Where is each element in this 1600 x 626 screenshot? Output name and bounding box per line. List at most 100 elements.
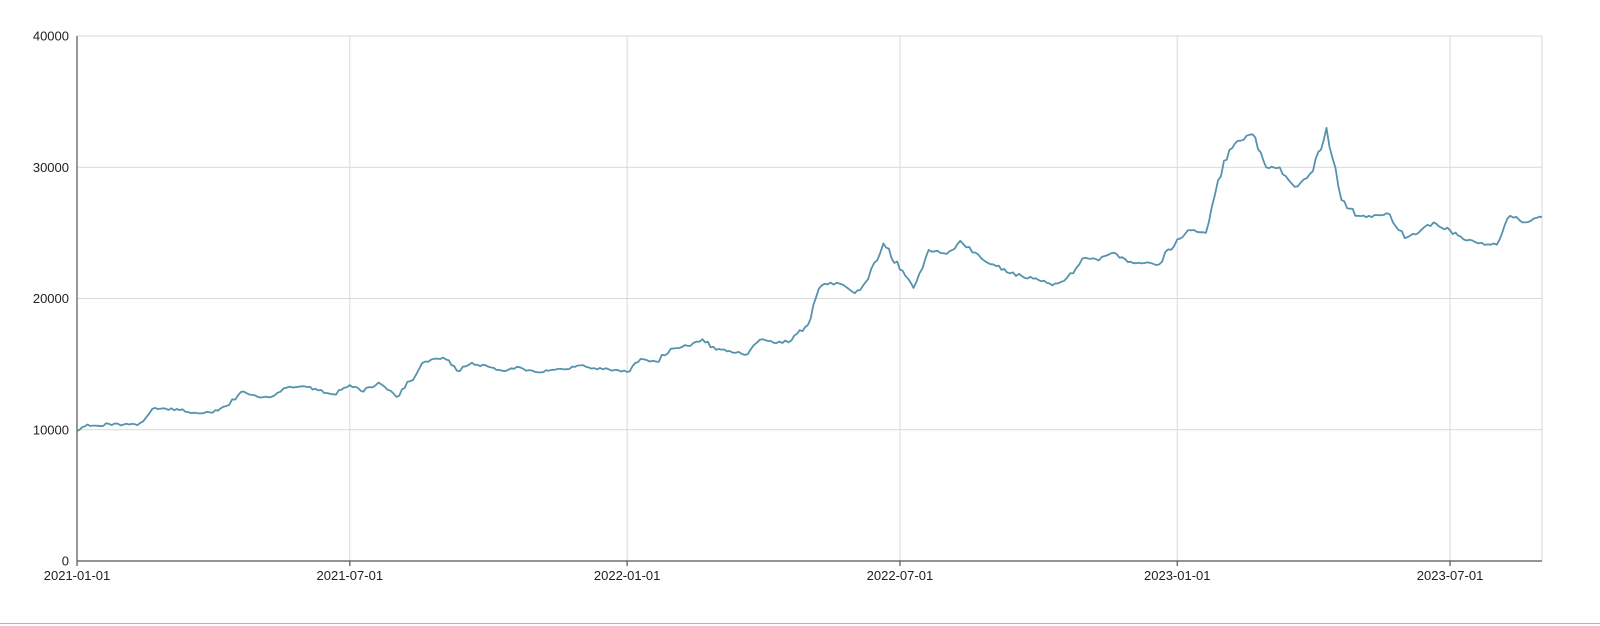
data-point [534,371,536,373]
data-point [1341,199,1343,201]
data-point [1525,222,1527,224]
data-point [1418,232,1420,234]
data-point [702,338,704,340]
data-point [640,358,642,360]
data-point [1237,140,1239,142]
data-point [1177,239,1179,241]
axes [76,36,1542,566]
data-point [1113,252,1115,254]
data-point [488,366,490,368]
data-point [1038,279,1040,281]
data-point [1085,257,1087,259]
grid-lines [77,35,1543,561]
x-tick-label: 2021-01-01 [44,568,111,583]
data-point [286,387,288,389]
tick-labels: 0 10000 20000 30000 40000 2021-01-01 2021-07-0… [33,29,1483,584]
data-point [1130,261,1132,263]
data-point [673,348,675,350]
data-point [715,349,717,351]
data-point [1371,216,1373,218]
data-point [899,269,901,271]
data-point [332,394,334,396]
data-point [87,424,89,426]
data-point [409,380,411,382]
x-tick-label: 2023-07-01 [1417,568,1484,583]
data-point [76,430,78,432]
data-point [271,396,273,398]
data-point [1386,212,1388,214]
data-point [194,412,196,414]
data-point [257,396,259,398]
data-point [97,425,99,427]
data-point [1496,244,1498,246]
data-point [1190,230,1192,232]
data-point [687,345,689,347]
data-point [241,391,243,393]
data-point [762,338,764,340]
data-point [443,357,445,359]
data-point [821,285,823,287]
data-point [807,324,809,326]
data-point [304,386,306,388]
data-point [456,370,458,372]
data-point [1449,230,1451,232]
data-point [729,350,731,352]
series-layer [76,127,1543,432]
data-point [378,382,380,384]
data-point [516,366,518,368]
data-point [744,354,746,356]
data-point [655,361,657,363]
data-point [1404,237,1406,239]
data-point [1252,134,1254,136]
data-point [791,340,793,342]
y-tick-label: 10000 [33,422,69,437]
x-tick-label: 2022-07-01 [867,568,934,583]
data-point [363,391,365,393]
data-point [883,243,885,245]
data-point [1265,167,1267,169]
data-point [1510,215,1512,217]
data-point [123,424,125,426]
data-point [1294,186,1296,188]
data-point [396,396,398,398]
data-point [165,408,167,410]
data-point [946,253,948,255]
data-point [1098,260,1100,262]
series-line [76,127,1543,432]
data-point [580,365,582,367]
data-point [868,278,870,280]
data-point [471,362,473,364]
bottom-divider [0,623,1600,624]
data-point [1326,127,1328,129]
data-point [1223,160,1225,162]
data-point [1463,239,1465,241]
data-point [108,423,110,425]
data-point [424,361,426,363]
data-point [975,252,977,254]
data-point [349,384,351,386]
data-point [1021,275,1023,277]
data-point [854,293,856,295]
data-point [1279,167,1281,169]
data-point [1066,277,1068,279]
y-tick-label: 30000 [33,160,69,175]
data-point [563,369,565,371]
x-tick-label: 2023-01-01 [1144,568,1211,583]
data-point [1312,170,1314,172]
data-point [1006,272,1008,274]
data-point [152,408,154,410]
data-point [836,282,838,284]
data-point [1433,222,1435,224]
data-point [1478,243,1480,245]
y-tick-label: 20000 [33,291,69,306]
data-point [1357,215,1359,217]
y-tick-label: 40000 [33,29,69,44]
data-point [501,370,503,372]
data-point [608,369,610,371]
x-tick-label: 2022-01-01 [594,568,661,583]
data-point [212,412,214,414]
data-point [1051,285,1053,287]
data-point [1143,262,1145,264]
data-point [137,424,139,426]
data-point [317,390,319,392]
